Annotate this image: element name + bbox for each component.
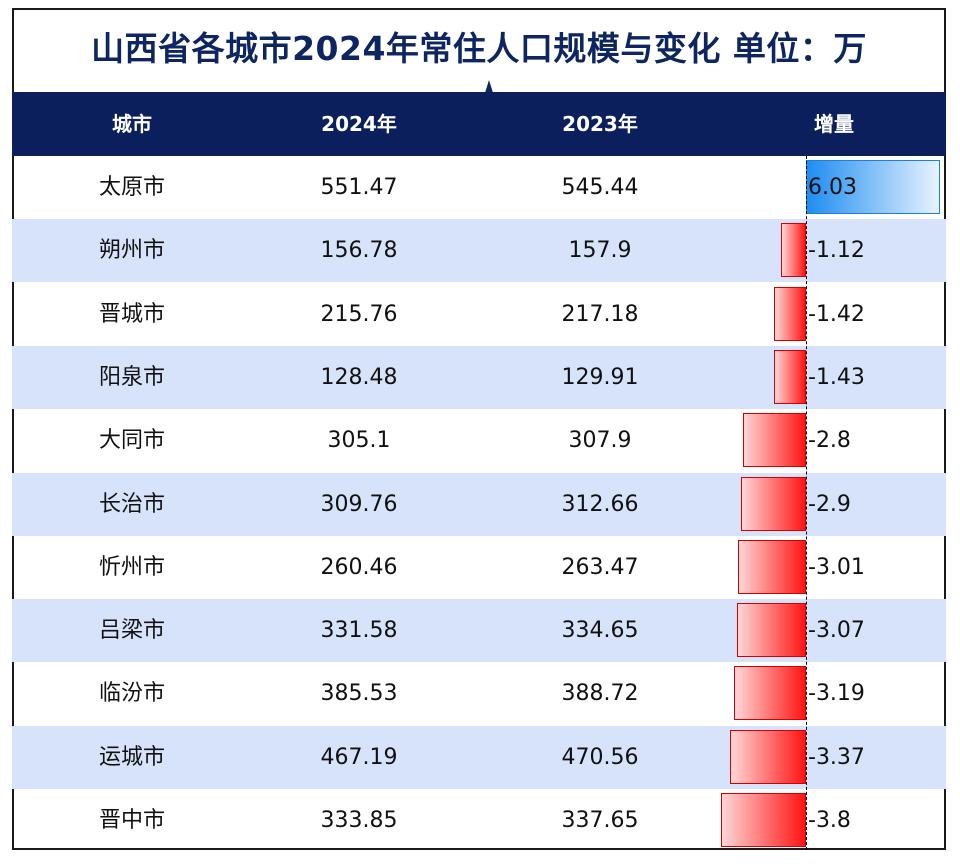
delta-label: -1.43 <box>808 364 865 390</box>
delta-label: -3.19 <box>808 681 865 707</box>
header-2023: 2023年 <box>562 112 638 136</box>
value-2023-cell: 263.47 <box>561 554 639 580</box>
header-delta: 增量 <box>814 112 854 136</box>
delta-label: -2.9 <box>808 491 851 517</box>
value-2024-cell: 215.76 <box>320 301 398 327</box>
city-cell: 大同市 <box>98 428 165 454</box>
delta-zero-axis <box>806 156 807 850</box>
value-2023-cell: 388.72 <box>561 681 639 707</box>
value-2023-cell: 129.91 <box>561 364 639 390</box>
value-2023-cell: 307.9 <box>568 428 632 454</box>
value-2023-cell: 312.66 <box>561 491 639 517</box>
delta-label: -3.37 <box>808 744 865 770</box>
negative-delta-bar <box>736 603 806 658</box>
city-cell: 朔州市 <box>98 238 165 264</box>
value-2024-cell: 128.48 <box>320 364 398 390</box>
table-header: 城市 2024年 2023年 增量 <box>12 92 946 156</box>
header-2024: 2024年 <box>321 112 397 136</box>
table-row: 运城市 467.19 470.56 -3.37 <box>12 725 946 789</box>
city-cell: 忻州市 <box>98 554 165 580</box>
city-cell: 晋中市 <box>98 808 165 833</box>
negative-delta-bar <box>773 349 806 404</box>
value-2023-cell: 337.65 <box>561 808 639 833</box>
value-2023-cell: 470.56 <box>561 744 639 770</box>
negative-delta-bar <box>743 413 806 468</box>
value-2024-cell: 333.85 <box>320 808 398 833</box>
value-2023-cell: 334.65 <box>561 618 639 644</box>
value-2024-cell: 260.46 <box>320 554 398 580</box>
delta-label: -1.42 <box>808 301 865 327</box>
header-city: 城市 <box>112 112 152 136</box>
negative-delta-bar <box>730 729 806 784</box>
table-row: 临汾市 385.53 388.72 -3.19 <box>12 662 946 725</box>
negative-delta-bar <box>738 539 806 594</box>
title-area: 山西省各城市2024年常住人口规模与变化 单位：万 <box>12 8 946 96</box>
positive-delta-bar <box>806 160 940 214</box>
city-cell: 吕梁市 <box>98 618 165 644</box>
city-cell: 运城市 <box>98 744 165 770</box>
delta-label: -3.01 <box>808 554 865 580</box>
delta-label: -2.8 <box>808 428 851 454</box>
city-cell: 晋城市 <box>98 301 165 327</box>
table-row: 阳泉市 128.48 129.91 -1.43 <box>12 345 946 409</box>
value-2023-cell: 545.44 <box>561 175 639 200</box>
value-2024-cell: 305.1 <box>327 428 391 454</box>
table-row: 晋中市 333.85 337.65 -3.8 <box>12 789 946 852</box>
table-row: 长治市 309.76 312.66 -2.9 <box>12 472 946 536</box>
chart-title: 山西省各城市2024年常住人口规模与变化 单位：万 <box>91 29 867 68</box>
negative-delta-bar <box>774 286 806 341</box>
table-row: 晋城市 215.76 217.18 -1.42 <box>12 283 946 346</box>
delta-label: -3.8 <box>808 808 851 833</box>
value-2024-cell: 467.19 <box>320 744 398 770</box>
value-2024-cell: 156.78 <box>320 238 398 264</box>
negative-delta-bar <box>740 476 806 531</box>
table-row: 朔州市 156.78 157.9 -1.12 <box>12 219 946 283</box>
value-2023-cell: 157.9 <box>568 238 632 264</box>
city-cell: 阳泉市 <box>98 364 165 390</box>
delta-label: 6.03 <box>808 175 857 200</box>
city-cell: 长治市 <box>98 491 165 517</box>
delta-label: -1.12 <box>808 238 865 264</box>
table-row: 吕梁市 331.58 334.65 -3.07 <box>12 599 946 663</box>
negative-delta-bar <box>780 223 806 278</box>
title-pointer <box>484 80 494 96</box>
table-row: 忻州市 260.46 263.47 -3.01 <box>12 536 946 599</box>
negative-delta-bar <box>720 793 806 847</box>
value-2023-cell: 217.18 <box>561 301 639 327</box>
value-2024-cell: 385.53 <box>320 681 398 707</box>
value-2024-cell: 331.58 <box>320 618 398 644</box>
city-cell: 太原市 <box>98 175 165 200</box>
table-row: 太原市 551.47 545.44 6.03 <box>12 156 946 219</box>
table-row: 大同市 305.1 307.9 -2.8 <box>12 409 946 472</box>
value-2024-cell: 551.47 <box>320 175 398 200</box>
value-2024-cell: 309.76 <box>320 491 398 517</box>
delta-label: -3.07 <box>808 618 865 644</box>
city-cell: 临汾市 <box>98 681 165 707</box>
negative-delta-bar <box>734 666 806 721</box>
